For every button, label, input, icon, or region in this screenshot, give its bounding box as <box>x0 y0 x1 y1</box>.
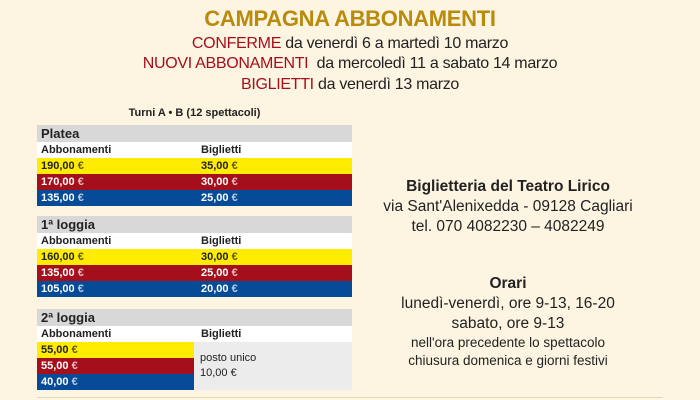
hours-line: nell'ora precedente lo spettacolo <box>411 335 605 350</box>
col-header: Abbonamenti <box>41 144 112 156</box>
euro: € <box>231 160 238 172</box>
section-name: 2ª loggia <box>41 310 95 325</box>
table-row: 190,00 €35,00 € <box>37 158 352 174</box>
box-office-address: via Sant'Alenixedda - 09128 Cagliari <box>383 198 633 215</box>
biglietti-line: BIGLIETTI da venerdì 13 marzo <box>0 76 700 94</box>
price: 10,00 <box>200 367 228 379</box>
col-header: Biglietti <box>201 144 242 156</box>
single-price-cell: posto unico 10,00 € <box>194 342 352 390</box>
euro: € <box>71 376 78 388</box>
col-header: Abbonamenti <box>41 328 112 340</box>
price: 170,00 <box>41 176 75 188</box>
price: 160,00 <box>41 251 75 263</box>
table-row: 55,00 € <box>37 358 194 374</box>
line-text: da venerdì 13 marzo <box>313 76 460 93</box>
price: 35,00 <box>201 160 229 172</box>
euro: € <box>77 283 84 295</box>
price: 55,00 <box>41 344 69 356</box>
line-highlight: CONFERME <box>191 35 282 52</box>
price: 40,00 <box>41 376 69 388</box>
col-header: Biglietti <box>201 328 242 340</box>
price: 30,00 <box>201 251 229 263</box>
table-row: 105,00 €20,00 € <box>37 281 352 297</box>
col-header: Biglietti <box>201 235 242 247</box>
euro: € <box>230 367 237 379</box>
euro: € <box>77 160 84 172</box>
price: 25,00 <box>201 267 229 279</box>
loggia1-table: 1ª loggia Abbonamenti Biglietti 160,00 €3… <box>37 216 352 297</box>
single-label: posto unico <box>200 352 257 364</box>
table-row: 170,00 €30,00 € <box>37 174 352 190</box>
euro: € <box>77 176 84 188</box>
hours-line: chiusura domenica e giorni festivi <box>408 353 608 368</box>
line-highlight: NUOVI ABBONAMENTI <box>142 55 309 72</box>
line-highlight: BIGLIETTI <box>240 76 314 93</box>
euro: € <box>77 267 84 279</box>
table-row: 135,00 €25,00 € <box>37 265 352 281</box>
euro: € <box>231 251 238 263</box>
price: 190,00 <box>41 160 75 172</box>
box-office-title: Biglietteria del Teatro Lirico <box>406 178 610 195</box>
box-office-info: Biglietteria del Teatro Lirico via Sant'… <box>358 177 658 237</box>
price: 55,00 <box>41 360 69 372</box>
euro: € <box>71 360 78 372</box>
col-header: Abbonamenti <box>41 235 112 247</box>
line-text: da mercoledì 11 a sabato 14 marzo <box>308 55 558 72</box>
section-name: Platea <box>41 126 80 141</box>
hours-title: Orari <box>489 275 527 292</box>
conferme-line: CONFERME da venerdì 6 a martedì 10 marzo <box>0 35 700 53</box>
hours-line: sabato, ore 9-13 <box>451 315 565 332</box>
price: 105,00 <box>41 283 75 295</box>
euro: € <box>231 283 238 295</box>
price: 135,00 <box>41 267 75 279</box>
table-row: 40,00 € <box>37 374 194 390</box>
turni-label: Turni A • B (12 spettacoli) <box>128 107 261 119</box>
page-title: CAMPAGNA ABBONAMENTI <box>204 6 496 31</box>
loggia2-table: 2ª loggia Abbonamenti Biglietti 55,00 € 5… <box>37 309 352 390</box>
price: 30,00 <box>201 176 229 188</box>
nuovi-abbonamenti-line: NUOVI ABBONAMENTI da mercoledì 11 a saba… <box>0 55 700 73</box>
box-office-phone: tel. 070 4082230 – 4082249 <box>411 218 605 235</box>
euro: € <box>231 176 238 188</box>
table-row: 160,00 €30,00 € <box>37 249 352 265</box>
euro: € <box>77 192 84 204</box>
platea-table: Platea Abbonamenti Biglietti 190,00 €35,0… <box>37 125 352 206</box>
euro: € <box>77 251 84 263</box>
line-text: da venerdì 6 a martedì 10 marzo <box>281 35 509 52</box>
price: 25,00 <box>201 192 229 204</box>
section-name: 1ª loggia <box>41 217 95 232</box>
euro: € <box>71 344 78 356</box>
table-row: 55,00 € <box>37 342 194 358</box>
table-row: 135,00 €25,00 € <box>37 190 352 206</box>
bottom-divider <box>37 397 663 398</box>
hours-info: Orari lunedì-venerdì, ore 9-13, 16-20 sa… <box>358 274 658 370</box>
euro: € <box>231 192 238 204</box>
price: 135,00 <box>41 192 75 204</box>
hours-line: lunedì-venerdì, ore 9-13, 16-20 <box>401 295 615 312</box>
price: 20,00 <box>201 283 229 295</box>
euro: € <box>231 267 238 279</box>
